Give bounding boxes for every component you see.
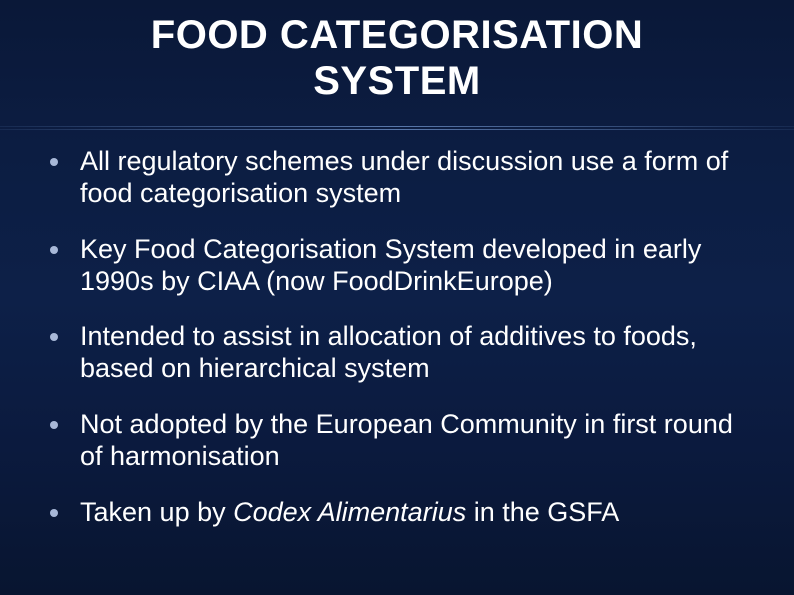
slide-title: FOOD CATEGORISATION SYSTEM [0, 12, 794, 104]
bullet-text: Key Food Categorisation System developed… [80, 234, 701, 296]
list-item: Intended to assist in allocation of addi… [50, 321, 744, 385]
list-item: All regulatory schemes under discussion … [50, 146, 744, 210]
bullet-text: All regulatory schemes under discussion … [80, 146, 728, 208]
title-block: FOOD CATEGORISATION SYSTEM [0, 0, 794, 122]
bullet-list: All regulatory schemes under discussion … [50, 146, 744, 529]
slide: FOOD CATEGORISATION SYSTEM All regulator… [0, 0, 794, 595]
divider-lines [0, 126, 794, 130]
bullet-text-post: in the GSFA [466, 497, 619, 527]
bullet-text: Not adopted by the European Community in… [80, 409, 733, 471]
list-item: Not adopted by the European Community in… [50, 409, 744, 473]
title-line-1: FOOD CATEGORISATION [151, 13, 643, 57]
list-item: Key Food Categorisation System developed… [50, 234, 744, 298]
content-area: All regulatory schemes under discussion … [0, 138, 794, 529]
bullet-text-italic: Codex Alimentarius [233, 497, 466, 527]
list-item: Taken up by Codex Alimentarius in the GS… [50, 497, 744, 529]
bullet-text-pre: Taken up by [80, 497, 233, 527]
bullet-text: Intended to assist in allocation of addi… [80, 321, 697, 383]
title-line-2: SYSTEM [313, 59, 480, 103]
